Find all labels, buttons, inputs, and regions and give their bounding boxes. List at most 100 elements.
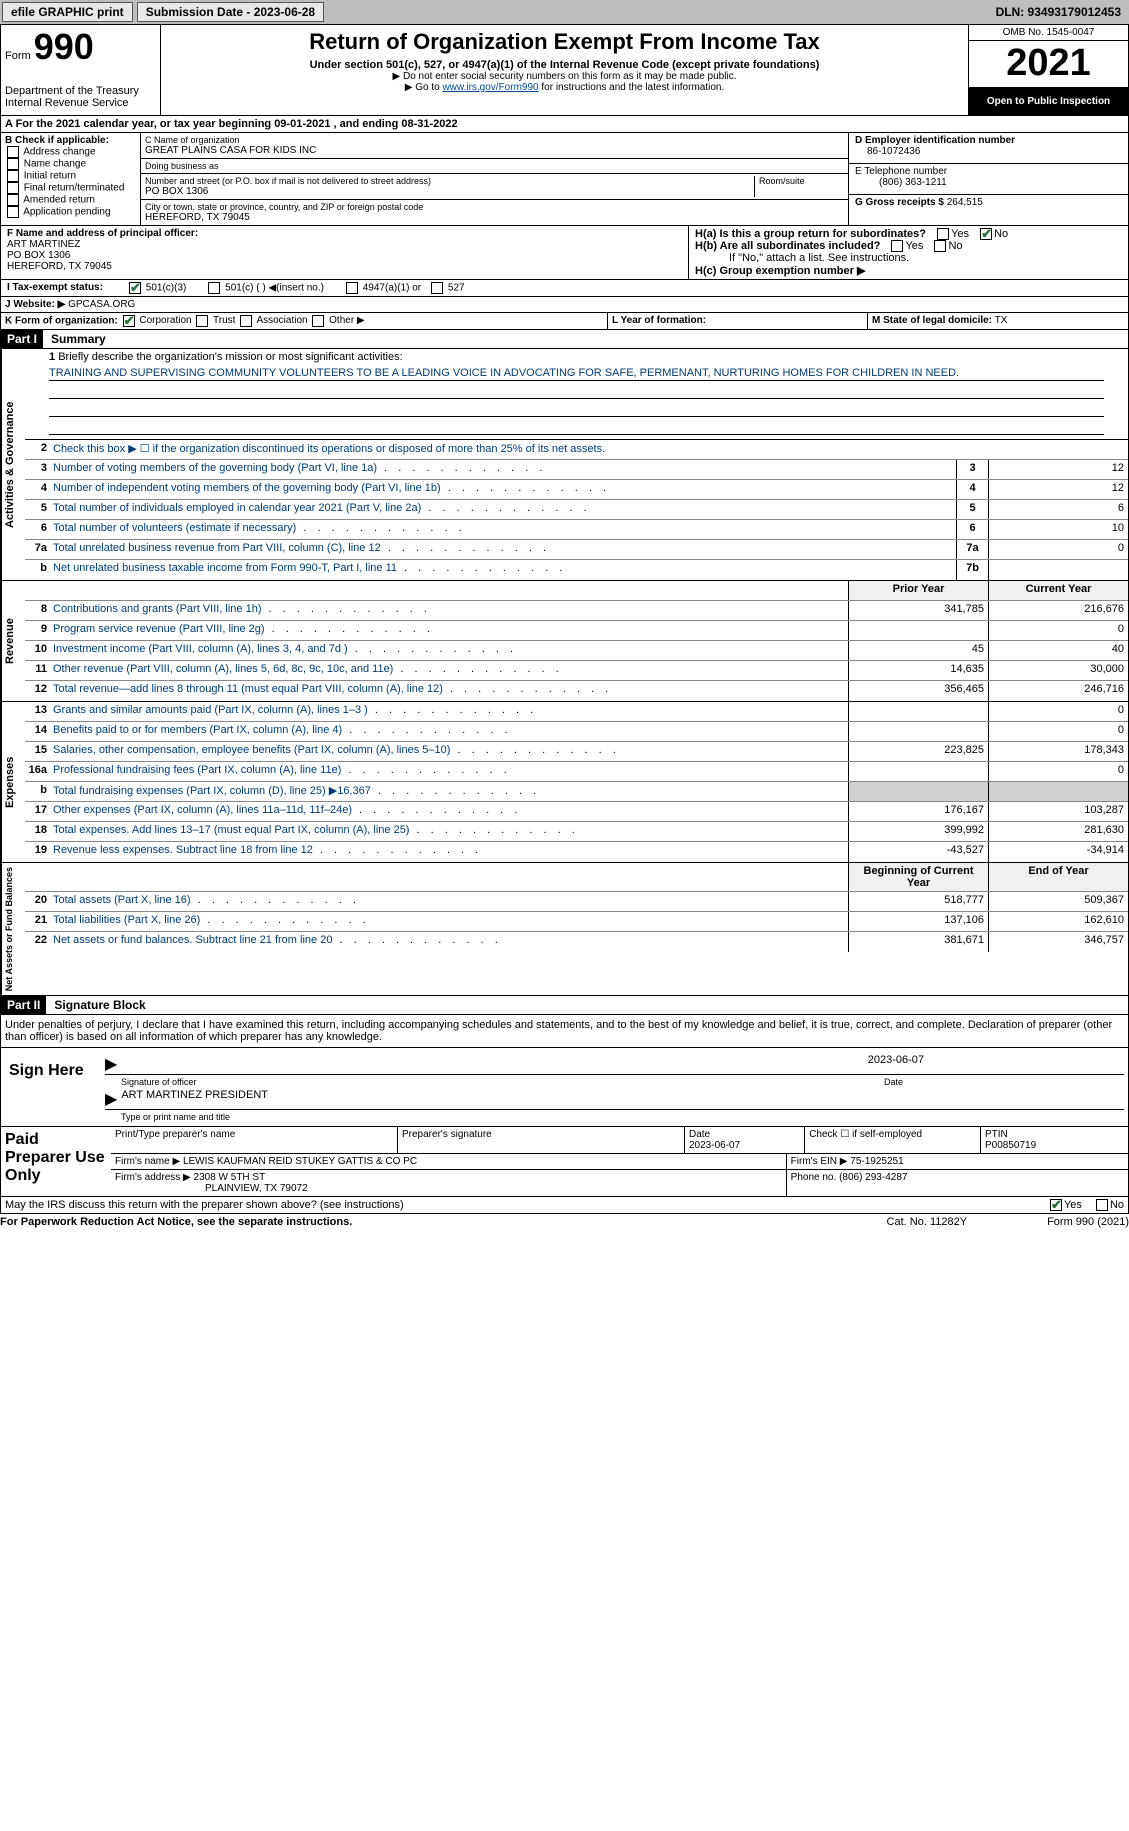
line-pv <box>848 621 988 640</box>
k-corp[interactable]: Corporation <box>121 315 192 326</box>
b-opt-0[interactable]: Address change <box>5 146 136 158</box>
footer-r: Form 990 (2021) <box>1047 1216 1129 1228</box>
pc-line: 19 Revenue less expenses. Subtract line … <box>25 842 1128 862</box>
rev-h-pv: Prior Year <box>848 581 988 600</box>
ha-no[interactable]: No <box>978 228 1008 240</box>
b-opt-2[interactable]: Initial return <box>5 170 136 182</box>
m-val: TX <box>995 315 1008 326</box>
line-cv: 178,343 <box>988 742 1128 761</box>
line-desc: Salaries, other compensation, employee b… <box>49 742 848 761</box>
net-h-d <box>49 863 848 891</box>
hb-note: If "No," attach a list. See instructions… <box>695 252 1122 264</box>
line-cv: 509,367 <box>988 892 1128 911</box>
line-desc: Net unrelated business taxable income fr… <box>49 560 956 580</box>
net-lines: Beginning of Current Year End of Year 20… <box>25 863 1128 995</box>
line-desc: Investment income (Part VIII, column (A)… <box>49 641 848 660</box>
gov-line: 6 Total number of volunteers (estimate i… <box>25 520 1128 540</box>
section-c: C Name of organization GREAT PLAINS CASA… <box>141 133 848 225</box>
hb-no[interactable]: No <box>932 240 962 252</box>
h-b: H(b) Are all subordinates included? Yes … <box>695 240 1122 252</box>
h-a: H(a) Is this a group return for subordin… <box>695 228 1122 240</box>
line-val: 6 <box>988 500 1128 519</box>
addr-field: Number and street (or P.O. box if mail i… <box>141 174 848 200</box>
paid-row-1: Print/Type preparer's name Preparer's si… <box>111 1127 1128 1154</box>
line-pv: 137,106 <box>848 912 988 931</box>
line-pv <box>848 702 988 721</box>
line-nb: 4 <box>956 480 988 499</box>
line-cv: 30,000 <box>988 661 1128 680</box>
line-pv <box>848 782 988 801</box>
b-opt-3[interactable]: Final return/terminated <box>5 182 136 194</box>
section-k: K Form of organization: Corporation Trus… <box>1 313 608 329</box>
b-opt-1[interactable]: Name change <box>5 158 136 170</box>
line-num: 4 <box>25 480 49 499</box>
paid-h1: Print/Type preparer's name <box>115 1129 235 1140</box>
i-501c[interactable]: 501(c) ( ) ◀(insert no.) <box>206 282 324 294</box>
line-cv: 0 <box>988 722 1128 741</box>
line-desc: Grants and similar amounts paid (Part IX… <box>49 702 848 721</box>
org-name: GREAT PLAINS CASA FOR KIDS INC <box>145 145 316 156</box>
line-pv: -43,527 <box>848 842 988 862</box>
exp-lines: 13 Grants and similar amounts paid (Part… <box>25 702 1128 862</box>
line-val: 10 <box>988 520 1128 539</box>
line-val: 12 <box>988 480 1128 499</box>
line-val <box>988 560 1128 580</box>
i-lbl: I Tax-exempt status: <box>7 282 127 293</box>
m-lbl: M State of legal domicile: <box>872 315 992 326</box>
paid-row-3: Firm's address ▶ 2308 W 5TH STPLAINVIEW,… <box>111 1170 1128 1196</box>
line-cv: 103,287 <box>988 802 1128 821</box>
public-inspection: Open to Public Inspection <box>969 88 1128 115</box>
k-trust[interactable]: Trust <box>194 315 235 326</box>
b-opt-5[interactable]: Application pending <box>5 206 136 218</box>
discuss-yes[interactable]: Yes <box>1048 1199 1082 1211</box>
paid-h3: Date <box>689 1129 710 1140</box>
line-nb: 7b <box>956 560 988 580</box>
b-opt-4[interactable]: Amended return <box>5 194 136 206</box>
i-4947[interactable]: 4947(a)(1) or <box>344 282 421 294</box>
paid-h5: PTIN <box>985 1129 1008 1140</box>
f-lbl: F Name and address of principal officer: <box>7 228 198 239</box>
k-other[interactable]: Other ▶ <box>310 315 364 326</box>
form-title: Return of Organization Exempt From Incom… <box>165 29 964 55</box>
part2-title: Signature Block <box>46 998 145 1012</box>
pc-line: 8 Contributions and grants (Part VIII, l… <box>25 601 1128 621</box>
form-990: 990 <box>34 26 94 67</box>
l1-blank3 <box>49 421 1104 435</box>
sig-arrow-2: ▶ <box>105 1089 117 1109</box>
omb-number: OMB No. 1545-0047 <box>969 25 1128 41</box>
efile-button[interactable]: efile GRAPHIC print <box>2 2 133 22</box>
city-lbl: City or town, state or province, country… <box>145 202 844 212</box>
pc-line: 12 Total revenue—add lines 8 through 11 … <box>25 681 1128 701</box>
j-lbl: J Website: ▶ <box>5 299 65 310</box>
net-tab: Net Assets or Fund Balances <box>1 863 25 995</box>
line-pv: 341,785 <box>848 601 988 620</box>
submission-button[interactable]: Submission Date - 2023-06-28 <box>137 2 324 22</box>
rev-h-n <box>25 581 49 600</box>
discuss-no[interactable]: No <box>1094 1199 1124 1211</box>
line-desc: Professional fundraising fees (Part IX, … <box>49 762 848 781</box>
room-lbl: Room/suite <box>759 176 844 186</box>
form-header: Form 990 Department of the Treasury Inte… <box>0 24 1129 116</box>
paid-preparer: Paid Preparer Use Only Print/Type prepar… <box>0 1127 1129 1197</box>
i-501c3[interactable]: 501(c)(3) <box>127 282 186 294</box>
line-desc: Total number of individuals employed in … <box>49 500 956 519</box>
sign-fields: ▶ 2023-06-07 Signature of officer Date ▶… <box>105 1052 1124 1122</box>
k-assoc[interactable]: Association <box>238 315 307 326</box>
gov-line: 5 Total number of individuals employed i… <box>25 500 1128 520</box>
line-num: 9 <box>25 621 49 640</box>
f-name: ART MARTINEZ <box>7 239 80 250</box>
pc-line: 13 Grants and similar amounts paid (Part… <box>25 702 1128 722</box>
footer-m: Cat. No. 11282Y <box>887 1216 968 1228</box>
irs-link[interactable]: www.irs.gov/Form990 <box>442 82 538 93</box>
line-pv: 381,671 <box>848 932 988 952</box>
phone-lbl: E Telephone number <box>855 166 947 177</box>
pc-line: 16a Professional fundraising fees (Part … <box>25 762 1128 782</box>
firmein-lbl: Firm's EIN ▶ <box>791 1156 848 1167</box>
ha-yes[interactable]: Yes <box>935 228 969 240</box>
pc-line: 17 Other expenses (Part IX, column (A), … <box>25 802 1128 822</box>
line-pv <box>848 762 988 781</box>
line-num: 6 <box>25 520 49 539</box>
pc-line: 11 Other revenue (Part VIII, column (A),… <box>25 661 1128 681</box>
i-527[interactable]: 527 <box>429 282 464 294</box>
hb-yes[interactable]: Yes <box>889 240 923 252</box>
